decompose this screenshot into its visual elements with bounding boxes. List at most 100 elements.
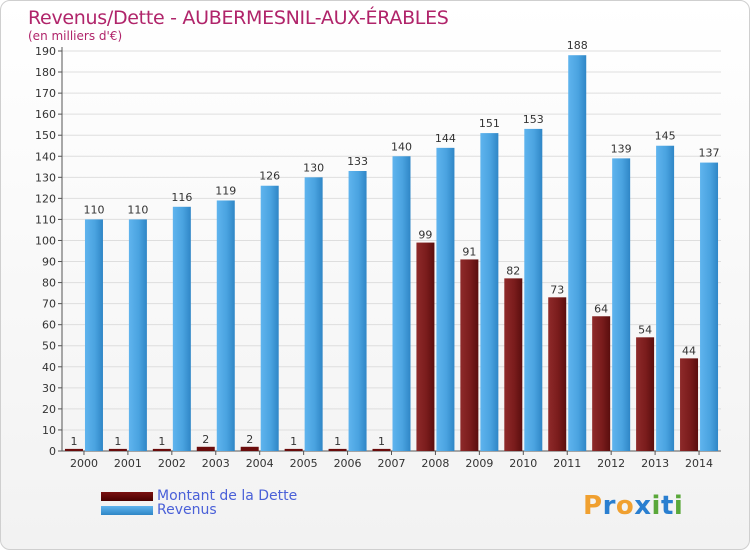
- logo-letter: t: [660, 491, 674, 521]
- x-tick-label: 2011: [553, 457, 581, 470]
- bar-revenus-2004: [260, 185, 279, 451]
- bar-revenus-2003: [216, 200, 235, 451]
- x-tick-label: 2013: [641, 457, 669, 470]
- y-tick-label: 40: [42, 361, 56, 374]
- legend-label-revenus: Revenus: [157, 502, 217, 518]
- x-tick-label: 2012: [597, 457, 625, 470]
- data-label-dette-2011: 73: [550, 283, 564, 296]
- bar-revenus-2008: [436, 147, 455, 451]
- data-label-dette-2007: 1: [378, 435, 385, 448]
- bar-dette-2009: [460, 259, 479, 451]
- data-label-revenus-2000: 110: [83, 203, 104, 216]
- data-label-revenus-2003: 119: [215, 184, 236, 197]
- data-label-revenus-2001: 110: [127, 203, 148, 216]
- x-tick-label: 2010: [509, 457, 537, 470]
- bar-dette-2010: [504, 278, 523, 451]
- x-tick-label: 2000: [70, 457, 98, 470]
- data-label-revenus-2006: 133: [347, 155, 368, 168]
- bar-revenus-2014: [700, 162, 719, 451]
- y-tick-label: 150: [35, 129, 56, 142]
- y-tick-label: 90: [42, 256, 56, 269]
- y-tick-label: 110: [35, 213, 56, 226]
- data-label-dette-2005: 1: [290, 435, 297, 448]
- x-tick-label: 2003: [202, 457, 230, 470]
- bar-revenus-2012: [612, 158, 631, 452]
- bar-revenus-2011: [568, 55, 587, 452]
- y-tick-label: 140: [35, 150, 56, 163]
- y-tick-label: 180: [35, 66, 56, 79]
- data-label-revenus-2013: 145: [655, 130, 676, 143]
- bar-revenus-2009: [480, 133, 499, 451]
- chart-subtitle: (en milliers d'€): [28, 29, 123, 43]
- data-label-revenus-2010: 153: [523, 113, 544, 126]
- bar-dette-2013: [636, 337, 655, 451]
- legend-swatch-dette: [101, 491, 153, 501]
- logo-letter: i: [673, 491, 684, 521]
- x-tick-label: 2001: [114, 457, 142, 470]
- bar-revenus-2007: [392, 156, 411, 451]
- data-label-dette-2004: 2: [246, 433, 253, 446]
- bar-dette-2012: [592, 316, 611, 451]
- data-label-revenus-2005: 130: [303, 161, 324, 174]
- bar-dette-2005: [284, 448, 303, 451]
- logo-letter: o: [615, 491, 635, 521]
- y-tick-label: 100: [35, 234, 56, 247]
- data-label-revenus-2014: 137: [699, 147, 720, 160]
- data-label-revenus-2004: 126: [259, 170, 280, 183]
- x-tick-label: 2002: [158, 457, 186, 470]
- bar-dette-2014: [680, 358, 699, 451]
- logo-letter: x: [634, 491, 652, 521]
- bar-dette-2007: [372, 448, 391, 451]
- bar-revenus-2006: [348, 171, 367, 451]
- data-label-revenus-2008: 144: [435, 132, 456, 145]
- x-tick-label: 2006: [334, 457, 362, 470]
- logo-letter: i: [651, 491, 661, 521]
- data-label-dette-2012: 64: [594, 302, 608, 315]
- y-tick-label: 50: [42, 340, 56, 353]
- bar-revenus-2013: [656, 145, 675, 451]
- data-label-revenus-2009: 151: [479, 117, 500, 130]
- legend-swatch-revenus: [101, 505, 153, 515]
- data-label-revenus-2007: 140: [391, 140, 412, 153]
- y-tick-label: 10: [42, 424, 56, 437]
- data-label-revenus-2011: 188: [567, 39, 588, 52]
- logo-letter: P: [583, 491, 603, 521]
- x-tick-label: 2004: [246, 457, 274, 470]
- y-tick-label: 120: [35, 192, 56, 205]
- x-tick-label: 2014: [685, 457, 713, 470]
- bar-dette-2008: [416, 242, 435, 451]
- y-tick-label: 170: [35, 87, 56, 100]
- y-tick-label: 130: [35, 171, 56, 184]
- bar-dette-2006: [328, 448, 347, 451]
- data-label-dette-2013: 54: [638, 323, 652, 336]
- bar-dette-2000: [64, 448, 83, 451]
- legend-item-dette: Montant de la Dette: [101, 488, 297, 504]
- data-label-dette-2003: 2: [202, 433, 209, 446]
- bar-dette-2004: [240, 446, 259, 451]
- y-tick-label: 60: [42, 319, 56, 332]
- data-label-dette-2008: 99: [418, 229, 432, 242]
- bar-revenus-2001: [128, 219, 147, 451]
- bar-revenus-2002: [172, 206, 191, 451]
- data-label-dette-2006: 1: [334, 435, 341, 448]
- x-tick-label: 2005: [290, 457, 318, 470]
- proxiti-logo: Proxiti: [583, 491, 683, 521]
- y-tick-label: 20: [42, 403, 56, 416]
- data-label-dette-2000: 1: [70, 435, 77, 448]
- chart-title: Revenus/Dette - AUBERMESNIL-AUX-ÉRABLES: [28, 7, 449, 29]
- data-label-dette-2014: 44: [682, 344, 696, 357]
- data-label-revenus-2002: 116: [171, 191, 192, 204]
- y-tick-label: 190: [35, 45, 56, 58]
- bar-dette-2001: [108, 448, 127, 451]
- y-tick-label: 30: [42, 382, 56, 395]
- bar-revenus-2010: [524, 128, 543, 451]
- bar-revenus-2000: [84, 219, 103, 451]
- bar-dette-2011: [548, 297, 567, 451]
- x-tick-label: 2007: [378, 457, 406, 470]
- x-tick-label: 2009: [465, 457, 493, 470]
- data-label-dette-2001: 1: [114, 435, 121, 448]
- data-label-dette-2002: 1: [158, 435, 165, 448]
- data-label-revenus-2012: 139: [611, 142, 632, 155]
